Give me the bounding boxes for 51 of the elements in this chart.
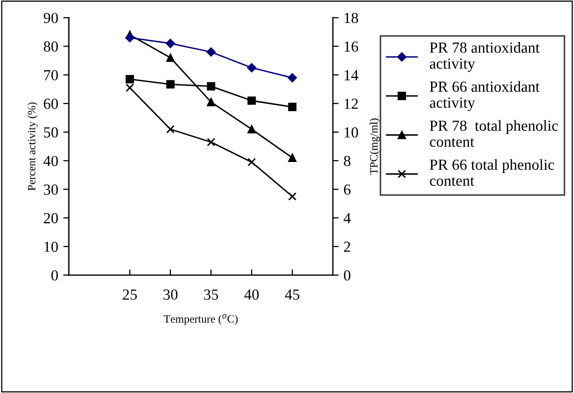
- point: [206, 98, 216, 106]
- y-tick-label: 60: [44, 98, 58, 109]
- x-tick-label: 30: [164, 289, 178, 300]
- legend-label: PR 66 total phenolic content: [430, 159, 554, 186]
- y2-tick-label: 6: [344, 184, 351, 195]
- y2-tick-label: 0: [344, 270, 350, 281]
- point: [125, 33, 134, 42]
- y-tick-label: 80: [44, 41, 58, 52]
- y2-tick-label: 8: [344, 156, 350, 166]
- y2-axis-title: TPC(mg/ml): [370, 118, 380, 175]
- y2-tick-label: 14: [344, 70, 358, 80]
- point: [166, 125, 175, 134]
- y-tick-label: 50: [44, 127, 58, 138]
- y-tick-label: 40: [43, 156, 58, 166]
- y-tick-label: 90: [44, 12, 58, 24]
- point: [248, 125, 256, 134]
- x-axis-title: Temperture ($^{o}$C): [164, 314, 238, 325]
- point: [247, 63, 256, 72]
- point: [206, 82, 216, 90]
- point: [166, 54, 175, 62]
- x-tick-label: 25: [122, 289, 137, 300]
- y2-tick-label: 18: [344, 12, 358, 24]
- point: [248, 96, 256, 105]
- y-axis-title: Percent activity (%): [28, 102, 38, 190]
- legend-label: PR 78 antioxidant activity: [430, 42, 540, 72]
- point: [248, 158, 256, 166]
- y2-tick-label: 10: [344, 127, 358, 138]
- y-tick-label: 30: [44, 184, 58, 195]
- point: [288, 192, 296, 201]
- point: [166, 38, 176, 48]
- point: [206, 138, 216, 146]
- x-tick-label: 40: [244, 289, 259, 300]
- y2-tick-label: 16: [344, 41, 358, 52]
- point: [166, 80, 175, 88]
- point: [288, 154, 296, 162]
- point: [126, 84, 134, 92]
- y-tick-label: 10: [44, 242, 58, 252]
- point: [126, 75, 134, 84]
- legend-label: PR 78 total phenolic content: [430, 120, 558, 147]
- point: [288, 73, 297, 82]
- y2-tick-label: 2: [344, 242, 350, 252]
- point: [206, 47, 216, 57]
- x-tick-label: 35: [204, 289, 218, 300]
- legend-label: PR 66 antioxidant activity: [430, 81, 540, 111]
- y-tick-label: 20: [44, 213, 58, 224]
- y2-tick-label: 4: [344, 213, 351, 224]
- y-tick-label: 0: [51, 270, 58, 281]
- y2-tick-label: 12: [344, 98, 358, 109]
- x-tick-label: 45: [284, 290, 300, 300]
- point: [288, 102, 296, 112]
- y-tick-label: 70: [44, 70, 58, 80]
